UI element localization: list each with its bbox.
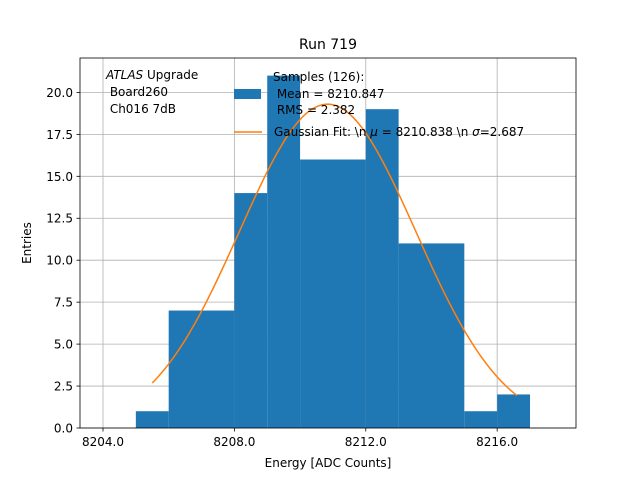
y-tick-label: 0.0 [54,422,73,436]
x-axis-label: Energy [ADC Counts] [265,456,392,470]
histogram-bar [234,193,267,428]
y-tick-label: 12.5 [46,212,73,226]
legend-hist-line-3: RMS = 2.382 [273,103,355,117]
legend-hist-line-1: Samples (126): [273,70,364,84]
x-tick-label: 8208.0 [213,435,255,449]
y-tick-label: 15.0 [46,170,73,184]
annotation-line-1: ATLAS Upgrade [105,68,198,82]
x-tick-label: 8204.0 [82,435,124,449]
y-tick-label: 17.5 [46,128,73,142]
histogram-bar [136,411,169,428]
x-tick-label: 8212.0 [345,435,387,449]
y-tick-label: 10.0 [46,254,73,268]
chart: 8204.0 8208.0 8212.0 8216.0 0.0 2.5 5.0 7.5 10.0… [0,0,640,480]
histogram-bar [399,243,465,428]
annotation-line-2: Board260 [106,85,168,99]
legend-fit-text-mid: = 8210.838 \n [378,125,472,139]
y-tick-label: 5.0 [54,338,73,352]
y-tick-label: 2.5 [54,380,73,394]
annotation-atlas: ATLAS [105,68,144,82]
y-tick-label: 7.5 [54,296,73,310]
histogram-bar [366,109,399,428]
histogram-bar [497,394,530,428]
annotation-upgrade: Upgrade [143,68,198,82]
chart-title: Run 719 [299,37,357,53]
legend-hist-line-2: Mean = 8210.847 [273,87,384,101]
histogram-bar [300,160,366,428]
legend-fit-text-post: =2.687 [480,125,524,139]
legend-hist-swatch [234,89,261,99]
legend-fit-text-pre: Gaussian Fit: \n [274,125,370,139]
x-tick-label: 8216.0 [476,435,518,449]
legend-fit-label: Gaussian Fit: \n μ = 8210.838 \n σ=2.687 [274,125,524,139]
histogram-bar [169,311,235,428]
legend-fit-mu: μ [369,125,378,139]
histogram-bar [464,411,497,428]
y-tick-label: 20.0 [46,86,73,100]
y-axis-label: Entries [20,222,34,264]
annotation-line-3: Ch016 7dB [106,102,176,116]
